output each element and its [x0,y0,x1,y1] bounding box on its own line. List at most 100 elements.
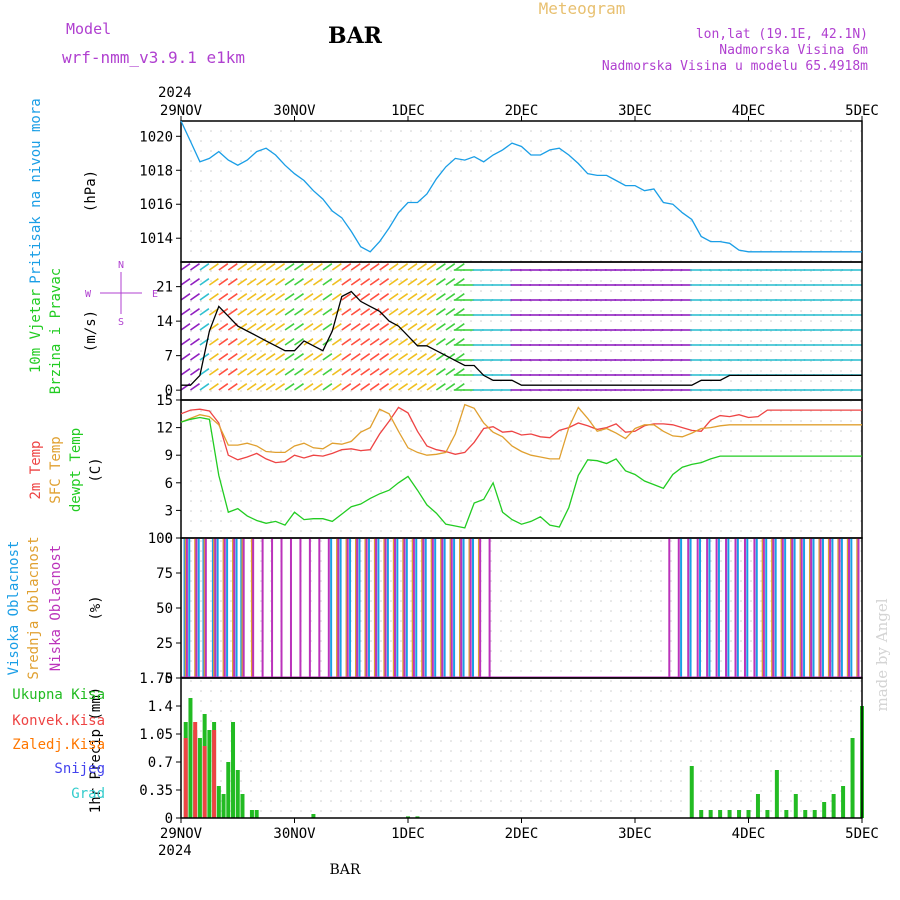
cloud-bar [810,538,813,678]
wind-barb [312,353,323,361]
wind-barb [426,263,437,271]
wind-barb [218,383,229,391]
precip-bar [221,794,226,818]
wind-barb [208,353,219,361]
cloud-bar [472,538,475,678]
wind-barb [331,263,342,271]
cloud-bar [846,538,849,678]
wind-barb [398,293,409,301]
compass-east: E [152,289,158,300]
precip-ylabel: 1hr Precip (mm) [88,687,104,813]
wind-barb [435,263,446,271]
wind-barb [435,308,446,316]
wind-barbs [180,263,862,391]
cloud-bar [308,538,311,678]
wind-barb [435,338,446,346]
cloud-bar [211,538,214,678]
cloud-bar [346,538,349,678]
wind-barb [454,293,465,301]
wind-barb [407,263,418,271]
precip-bar [708,810,713,818]
precip-bar [746,810,751,818]
wind-barb [208,293,219,301]
wind-barb [426,338,437,346]
cloud-bar [821,538,824,678]
wind-barb [435,278,446,286]
wind-barb [190,383,200,391]
wind-barb [256,323,267,331]
cloud-bar [415,538,418,678]
cloud-bar [781,538,784,678]
footer-station: BAR [330,862,361,878]
wind-barb [322,368,333,376]
wind-barb [208,263,219,271]
wind-barb [180,368,191,376]
wind-barb [331,293,342,301]
wind-barb [445,278,456,286]
wind-barb [322,293,333,301]
cloud-bar [354,538,357,678]
wind-barb [417,338,427,346]
wind-barb [417,353,427,361]
precip-bar [231,722,236,818]
cloud-bar [857,538,860,678]
cloud-bar [202,538,205,678]
wind-barb [303,293,314,301]
wind-barb [284,338,295,346]
wind-barb [454,323,465,331]
wind-barb [237,263,248,271]
wind-barb [256,293,267,301]
cloud-bar [358,538,361,678]
precip-legend-freezing: Zaledj.Kisa [12,737,105,753]
y-tick-label: 0 [165,811,173,827]
cloud-bar [725,538,728,678]
wind-barb [237,353,248,361]
wind-barb [180,338,191,346]
precip-bar [765,810,770,818]
wind-barb [284,353,295,361]
wind-barb [331,353,342,361]
y-tick-label: 1016 [139,197,173,213]
wind-barb [303,338,314,346]
wind-barb [227,368,238,376]
cloud-bar [327,538,330,678]
wind-barb [322,353,333,361]
wind-barb [360,338,371,346]
cloud-bar [222,538,225,678]
precip-bar [718,810,723,818]
wind-barb [379,293,390,301]
precip-frame [180,677,863,819]
time-label-top: 30NOV [273,103,316,119]
wind-barb [369,278,380,286]
cloud-bar [840,538,843,678]
wind-barb [294,278,304,286]
y-tick-label: 0.35 [139,783,173,799]
wind-barb [180,263,191,271]
wind-barb [312,293,323,301]
wind-barb [237,323,248,331]
wind-barb [294,263,304,271]
cloud-bar [812,538,815,678]
cloud-bar [203,538,206,678]
wind-barb [275,293,286,301]
wind-barb [426,368,437,376]
wind-barb [350,338,361,346]
cloud-bar [216,538,219,678]
cloud-ylabel: (%) [88,595,104,620]
wind-grid [181,262,862,400]
cloud-bar [330,538,333,678]
wind-barb [180,353,191,361]
wind-barb [388,308,399,316]
cloud-bar [743,538,746,678]
wind-series [181,290,862,386]
cloud-bar [195,538,198,678]
wind-barb [369,293,380,301]
wind-barb [398,308,409,316]
precip-bar [202,746,207,818]
wind-barb [407,383,418,391]
wind-barb [426,308,437,316]
wind-barb [407,308,418,316]
precip-bar [793,794,798,818]
wind-barb [331,338,342,346]
wind-barb [284,278,295,286]
